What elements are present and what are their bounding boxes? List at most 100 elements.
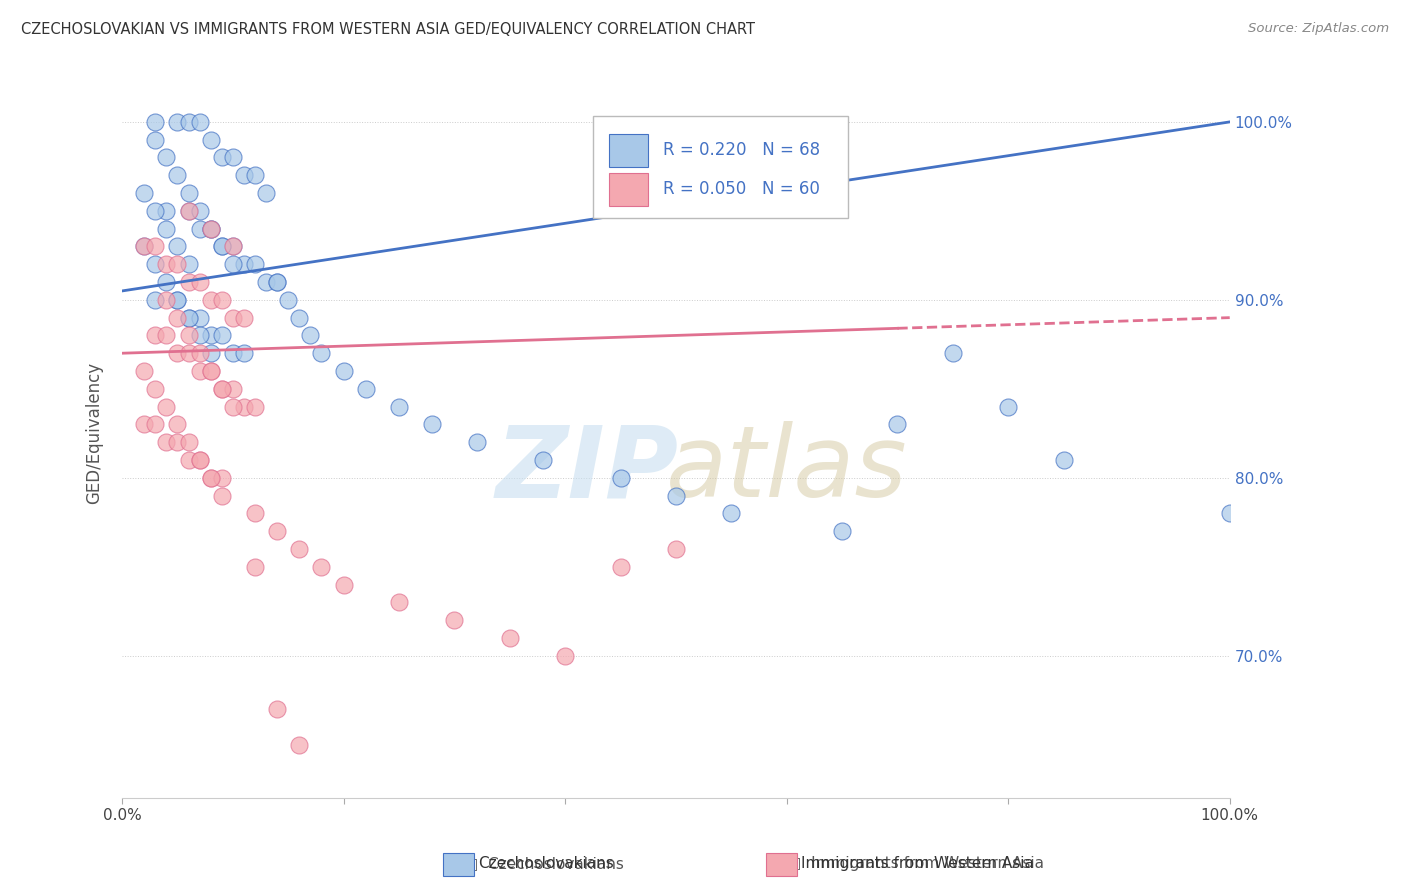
Point: [188, 346, 211, 360]
Text: R = 0.220   N = 68: R = 0.220 N = 68: [662, 141, 820, 160]
Point: [200, 221, 222, 235]
Point: [266, 524, 288, 538]
Point: [665, 489, 688, 503]
Point: [166, 417, 188, 432]
Point: [311, 559, 333, 574]
Point: [831, 524, 853, 538]
Point: [665, 541, 688, 556]
Point: [243, 400, 266, 414]
Point: [166, 169, 188, 183]
Point: [134, 417, 156, 432]
Point: [177, 310, 200, 325]
Point: [222, 400, 245, 414]
Point: [200, 471, 222, 485]
Point: [134, 364, 156, 378]
Point: [200, 346, 222, 360]
Point: [166, 346, 188, 360]
Point: [166, 310, 188, 325]
Point: [143, 115, 166, 129]
Point: [188, 115, 211, 129]
Text: atlas: atlas: [666, 421, 907, 518]
Text: □  Czechoslovakians: □ Czechoslovakians: [464, 856, 624, 871]
FancyBboxPatch shape: [593, 116, 848, 218]
Point: [211, 328, 233, 343]
Point: [155, 293, 177, 307]
Point: [177, 186, 200, 200]
Point: [609, 471, 631, 485]
Point: [166, 435, 188, 450]
Point: [1219, 507, 1241, 521]
Point: [166, 115, 188, 129]
Point: [531, 453, 554, 467]
Point: [311, 346, 333, 360]
FancyBboxPatch shape: [609, 134, 648, 167]
Point: [443, 613, 465, 627]
Point: [288, 310, 311, 325]
Point: [720, 507, 742, 521]
Point: [200, 471, 222, 485]
Text: Czechoslovakians: Czechoslovakians: [478, 856, 614, 871]
Point: [177, 310, 200, 325]
Point: [499, 631, 522, 645]
Point: [155, 221, 177, 235]
Point: [266, 275, 288, 289]
Point: [155, 275, 177, 289]
Point: [177, 435, 200, 450]
Point: [211, 382, 233, 396]
Point: [166, 239, 188, 253]
Point: [232, 310, 254, 325]
Point: [332, 577, 354, 591]
Point: [155, 257, 177, 271]
Text: Immigrants from Western Asia: Immigrants from Western Asia: [801, 856, 1035, 871]
Point: [143, 133, 166, 147]
Point: [388, 400, 411, 414]
Point: [254, 186, 277, 200]
Point: [277, 293, 299, 307]
Point: [188, 275, 211, 289]
Point: [166, 293, 188, 307]
Point: [155, 328, 177, 343]
Point: [177, 328, 200, 343]
Point: [143, 328, 166, 343]
Point: [222, 346, 245, 360]
Point: [254, 275, 277, 289]
Point: [200, 364, 222, 378]
Point: [232, 169, 254, 183]
Point: [177, 453, 200, 467]
Point: [166, 293, 188, 307]
Point: [177, 115, 200, 129]
Point: [188, 453, 211, 467]
Point: [177, 257, 200, 271]
Point: [886, 417, 908, 432]
Point: [155, 435, 177, 450]
Point: [942, 346, 965, 360]
Point: [243, 559, 266, 574]
Point: [420, 417, 443, 432]
Point: [222, 239, 245, 253]
Point: [211, 471, 233, 485]
Point: [222, 310, 245, 325]
Point: [232, 257, 254, 271]
Point: [177, 203, 200, 218]
Point: [200, 133, 222, 147]
Point: [188, 203, 211, 218]
Point: [388, 595, 411, 609]
Point: [166, 257, 188, 271]
Point: [222, 382, 245, 396]
Point: [266, 702, 288, 716]
Point: [200, 328, 222, 343]
Point: [188, 328, 211, 343]
Point: [1052, 453, 1074, 467]
Point: [211, 239, 233, 253]
Point: [609, 559, 631, 574]
Point: [200, 221, 222, 235]
Point: [332, 364, 354, 378]
Point: [266, 275, 288, 289]
FancyBboxPatch shape: [609, 173, 648, 206]
Point: [288, 541, 311, 556]
Point: [177, 346, 200, 360]
Point: [200, 364, 222, 378]
Text: Source: ZipAtlas.com: Source: ZipAtlas.com: [1249, 22, 1389, 36]
Text: CZECHOSLOVAKIAN VS IMMIGRANTS FROM WESTERN ASIA GED/EQUIVALENCY CORRELATION CHAR: CZECHOSLOVAKIAN VS IMMIGRANTS FROM WESTE…: [21, 22, 755, 37]
Point: [134, 186, 156, 200]
